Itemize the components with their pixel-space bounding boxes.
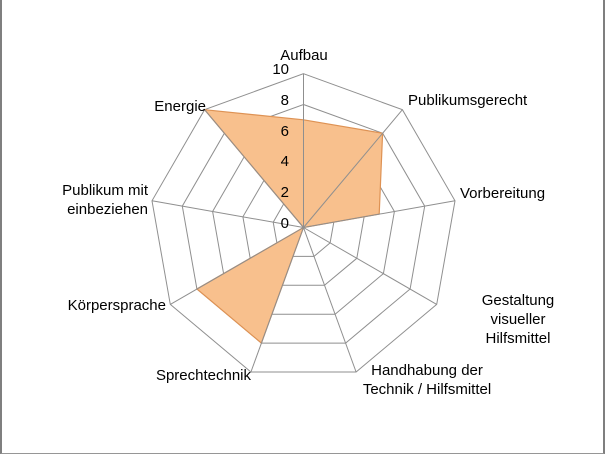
axis-spoke xyxy=(303,227,437,305)
grid-ring-8 xyxy=(181,103,426,344)
axis-spoke xyxy=(250,227,304,373)
axis-spoke xyxy=(170,227,304,305)
axis-spoke xyxy=(151,200,304,228)
axis-spoke xyxy=(303,227,357,373)
axis-spoke xyxy=(204,109,304,228)
axis-spoke xyxy=(303,109,403,228)
grid-ring-10 xyxy=(151,73,456,373)
axis-spoke xyxy=(303,200,456,228)
series-polygon xyxy=(195,108,384,345)
